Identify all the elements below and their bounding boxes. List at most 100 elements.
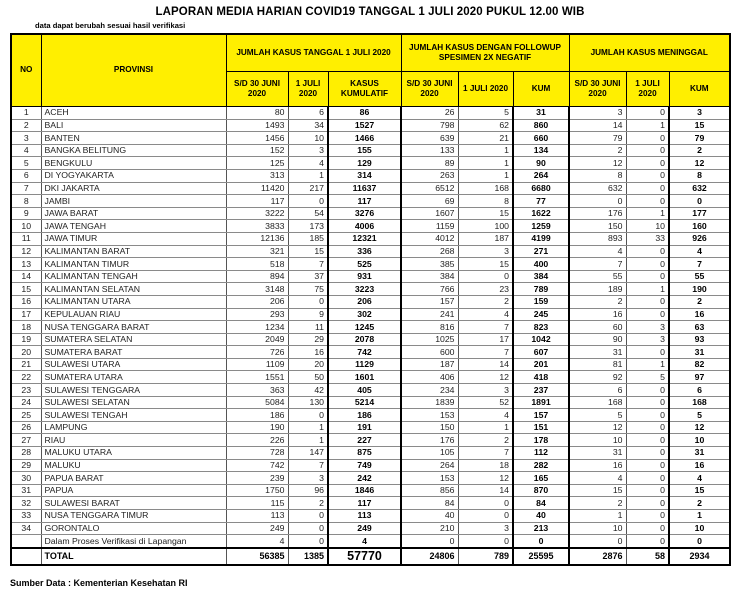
cell-value: 191 [326, 420, 403, 435]
cell-value: 12 [457, 471, 514, 485]
cell-no: 18 [10, 320, 42, 334]
subheader-followup-kum: KUM [512, 71, 570, 107]
cell-value: 3222 [225, 206, 289, 221]
cell-value: 4199 [512, 231, 571, 246]
cell-value: 125 [225, 156, 289, 170]
cell-value: 31 [512, 106, 571, 120]
cell-value: 2 [668, 294, 732, 309]
cell-value: 0 [668, 534, 732, 549]
cell-provinsi: KALIMANTAN TENGAH [40, 269, 227, 284]
cell-value: 150 [568, 219, 627, 233]
cell-value: 86 [326, 106, 403, 120]
cell-no: 19 [10, 332, 42, 347]
cell-no: 28 [10, 446, 42, 460]
cell-value: 157 [400, 294, 459, 309]
cell-value: 16 [668, 458, 732, 473]
cell-value: 206 [326, 294, 403, 309]
table-body: 1 ACEH 80 6 86 26 5 31 3 0 3 2 BALI 1493 34 1527 798 62 86… [10, 106, 732, 566]
cell-value: 11637 [326, 181, 403, 196]
cell-value: 0 [625, 420, 670, 435]
cell-value: 17 [457, 332, 514, 347]
cell-value: 1 [287, 168, 329, 183]
cell-value: 4012 [400, 231, 459, 246]
cell-value: 29 [287, 332, 329, 347]
cell-provinsi: DI YOGYAKARTA [40, 168, 227, 183]
header-no: NO [10, 33, 42, 107]
cell-value: 10 [287, 131, 329, 145]
cell-provinsi: JAWA TENGAH [40, 219, 227, 233]
subheader-meninggal-kum: KUM [668, 71, 731, 107]
cell-value: 0 [625, 194, 670, 208]
cell-value: 10 [668, 521, 732, 536]
cell-value: 321 [225, 244, 289, 259]
cell-value: 3 [457, 244, 514, 259]
cell-value: 0 [625, 471, 670, 485]
cell-value: 2 [457, 433, 514, 448]
cell-value: 20 [287, 357, 329, 372]
cell-value: 931 [326, 269, 403, 284]
cell-no: 7 [10, 181, 42, 196]
cell-value: 15 [457, 206, 514, 221]
cell-no: 6 [10, 168, 42, 183]
cell-value: 31 [668, 446, 732, 460]
cell-value: 79 [568, 131, 627, 145]
cell-value: 1159 [400, 219, 459, 233]
cell-value: 100 [457, 219, 514, 233]
table-row: 32 SULAWESI BARAT 115 2 117 84 0 84 2 0 2 [10, 496, 732, 510]
cell-value: 7 [457, 320, 514, 334]
cell-value: 12 [668, 156, 732, 170]
table-row: 23 SULAWESI TENGGARA 363 42 405 234 3 237 6 0 6 [10, 383, 732, 397]
cell-no: 26 [10, 420, 42, 435]
cell-value: 0 [625, 294, 670, 309]
cell-value: 1 [457, 168, 514, 183]
cell-value: 33 [625, 231, 670, 246]
cell-value: 0 [287, 509, 329, 523]
cell-value: 1846 [326, 483, 403, 498]
table-row: 8 JAMBI 117 0 117 69 8 77 0 0 0 [10, 194, 732, 208]
cell-value: 600 [400, 345, 459, 359]
cell-value: 0 [625, 496, 670, 510]
cell-value: 816 [400, 320, 459, 334]
table-row: 22 SUMATERA UTARA 1551 50 1601 406 12 418 92 5 97 [10, 370, 732, 385]
cell-value: 206 [225, 294, 289, 309]
cell-value: 26 [400, 106, 459, 120]
cell-value: 3 [625, 332, 670, 347]
cell-value: 241 [400, 307, 459, 322]
table-row: 11 JAWA TIMUR 12136 185 12321 4012 187 4199 893 3… [10, 231, 732, 246]
cell-provinsi: SULAWESI BARAT [40, 496, 227, 510]
header-group-followup-negatif: JUMLAH KASUS DENGAN FOLLOWUP SPESIMEN 2X… [400, 33, 570, 72]
cell-value: 12 [568, 420, 627, 435]
cell-value: 31 [668, 345, 732, 359]
cell-value: 0 [568, 194, 627, 208]
cell-value: 263 [400, 168, 459, 183]
verification-note: data dapat berubah sesuai hasil verifika… [35, 21, 186, 30]
cell-value: 0 [625, 458, 670, 473]
cell-value: 3276 [326, 206, 403, 221]
cell-value: 226 [225, 433, 289, 448]
cell-value: 176 [568, 206, 627, 221]
cell-provinsi: SULAWESI TENGGARA [40, 383, 227, 397]
cell-value: 894 [225, 269, 289, 284]
header-group-jumlah-kasus: JUMLAH KASUS TANGGAL 1 JULI 2020 [225, 33, 402, 72]
cell-value: 50 [287, 370, 329, 385]
cell-value: 302 [326, 307, 403, 322]
cell-value: 1551 [225, 370, 289, 385]
covid-report-table: NO PROVINSI JUMLAH KASUS TANGGAL 1 JULI … [10, 33, 732, 566]
cell-value: 84 [512, 496, 571, 510]
cell-value: 3 [568, 106, 627, 120]
subheader-kasus-1-juli: 1 JULI 2020 [287, 71, 329, 107]
cell-value: 0 [625, 131, 670, 145]
cell-value: 3 [287, 143, 329, 158]
cell-value: 518 [225, 257, 289, 271]
cell-value: 0 [625, 408, 670, 422]
cell-no: 14 [10, 269, 42, 284]
subheader-meninggal-sd-30-juni: S/D 30 JUNI 2020 [568, 71, 627, 107]
cell-value: 77 [512, 194, 571, 208]
cell-value: 16 [668, 307, 732, 322]
cell-value: 4006 [326, 219, 403, 233]
cell-value: 113 [225, 509, 289, 523]
cell-provinsi: PAPUA BARAT [40, 471, 227, 485]
cell-value: 264 [512, 168, 571, 183]
table-row: 30 PAPUA BARAT 239 3 242 153 12 165 4 0 4 [10, 471, 732, 485]
cell-value: 4 [568, 244, 627, 259]
